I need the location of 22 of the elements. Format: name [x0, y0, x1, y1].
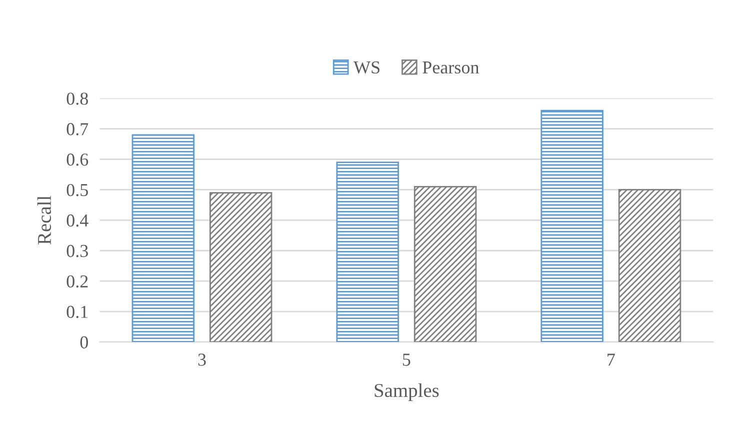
y-axis-title: Recall	[37, 196, 52, 244]
bar	[618, 189, 682, 342]
bar	[414, 186, 477, 342]
y-tick-label: 0	[80, 336, 88, 348]
y-tick-label: 0.3	[66, 244, 88, 258]
bar	[540, 110, 604, 342]
x-axis-title: Samples	[374, 383, 439, 402]
legend-label: WS	[354, 61, 380, 74]
y-tick-label: 0.7	[66, 123, 88, 136]
y-tick-label: 0.8	[66, 92, 88, 105]
x-tick-label: 7	[608, 354, 615, 366]
y-tick-label: 0.6	[66, 154, 88, 166]
y-tick-label: 0.2	[66, 275, 88, 288]
bar	[132, 134, 195, 342]
y-tick-label: 0.5	[66, 184, 88, 196]
bar	[209, 192, 272, 342]
x-tick-label: 5	[402, 354, 410, 366]
y-tick-label: 0.4	[66, 214, 88, 227]
legend-label: Pearson	[422, 62, 479, 74]
bar	[336, 162, 399, 342]
x-tick-label: 3	[198, 354, 206, 366]
y-tick-label: 0.1	[66, 306, 88, 318]
